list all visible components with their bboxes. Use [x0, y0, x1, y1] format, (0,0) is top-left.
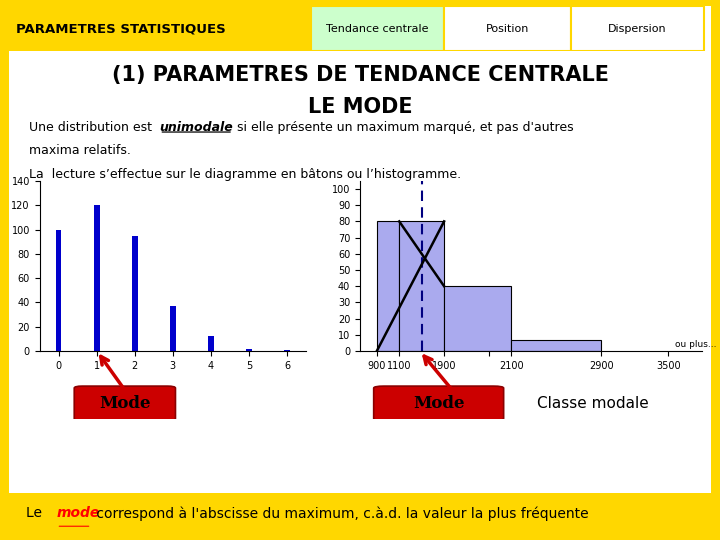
Bar: [284, 350, 290, 351]
Text: si elle présente un maximum marqué, et pas d'autres: si elle présente un maximum marqué, et p…: [233, 121, 574, 134]
Text: PARAMETRES STATISTIQUES: PARAMETRES STATISTIQUES: [16, 22, 225, 36]
Bar: [55, 230, 61, 351]
Text: Position: Position: [486, 24, 529, 34]
Bar: [246, 349, 252, 351]
Text: unimodale: unimodale: [159, 121, 233, 134]
Text: Classe modale: Classe modale: [536, 396, 649, 411]
Text: LE MODE: LE MODE: [307, 97, 413, 117]
Bar: [132, 235, 138, 351]
Bar: [400, 221, 444, 351]
Text: Mode: Mode: [413, 395, 464, 412]
Bar: [208, 336, 214, 351]
Text: correspond à l'abscisse du maximum, c.à.d. la valeur la plus fréquente: correspond à l'abscisse du maximum, c.à.…: [91, 506, 588, 521]
Bar: [377, 221, 400, 351]
Text: mode: mode: [56, 507, 99, 520]
FancyBboxPatch shape: [374, 386, 504, 421]
Bar: [9, 6, 311, 51]
Bar: [444, 286, 511, 351]
Text: maxima relatifs.: maxima relatifs.: [29, 144, 130, 158]
Bar: [571, 6, 704, 51]
Bar: [311, 6, 444, 51]
Text: (1) PARAMETRES DE TENDANCE CENTRALE: (1) PARAMETRES DE TENDANCE CENTRALE: [112, 65, 608, 85]
Bar: [170, 306, 176, 351]
Bar: [444, 6, 571, 51]
Text: La  lecture s’effectue sur le diagramme en bâtons ou l’histogramme.: La lecture s’effectue sur le diagramme e…: [29, 168, 461, 181]
Text: Mode: Mode: [99, 395, 150, 412]
Text: Une distribution est: Une distribution est: [29, 121, 156, 134]
Text: ou plus...: ou plus...: [675, 340, 716, 349]
Text: Tendance centrale: Tendance centrale: [326, 24, 429, 34]
Bar: [511, 340, 601, 351]
Text: Le: Le: [26, 507, 47, 520]
FancyBboxPatch shape: [74, 386, 176, 421]
Bar: [94, 205, 99, 351]
Text: Dispersion: Dispersion: [608, 24, 667, 34]
